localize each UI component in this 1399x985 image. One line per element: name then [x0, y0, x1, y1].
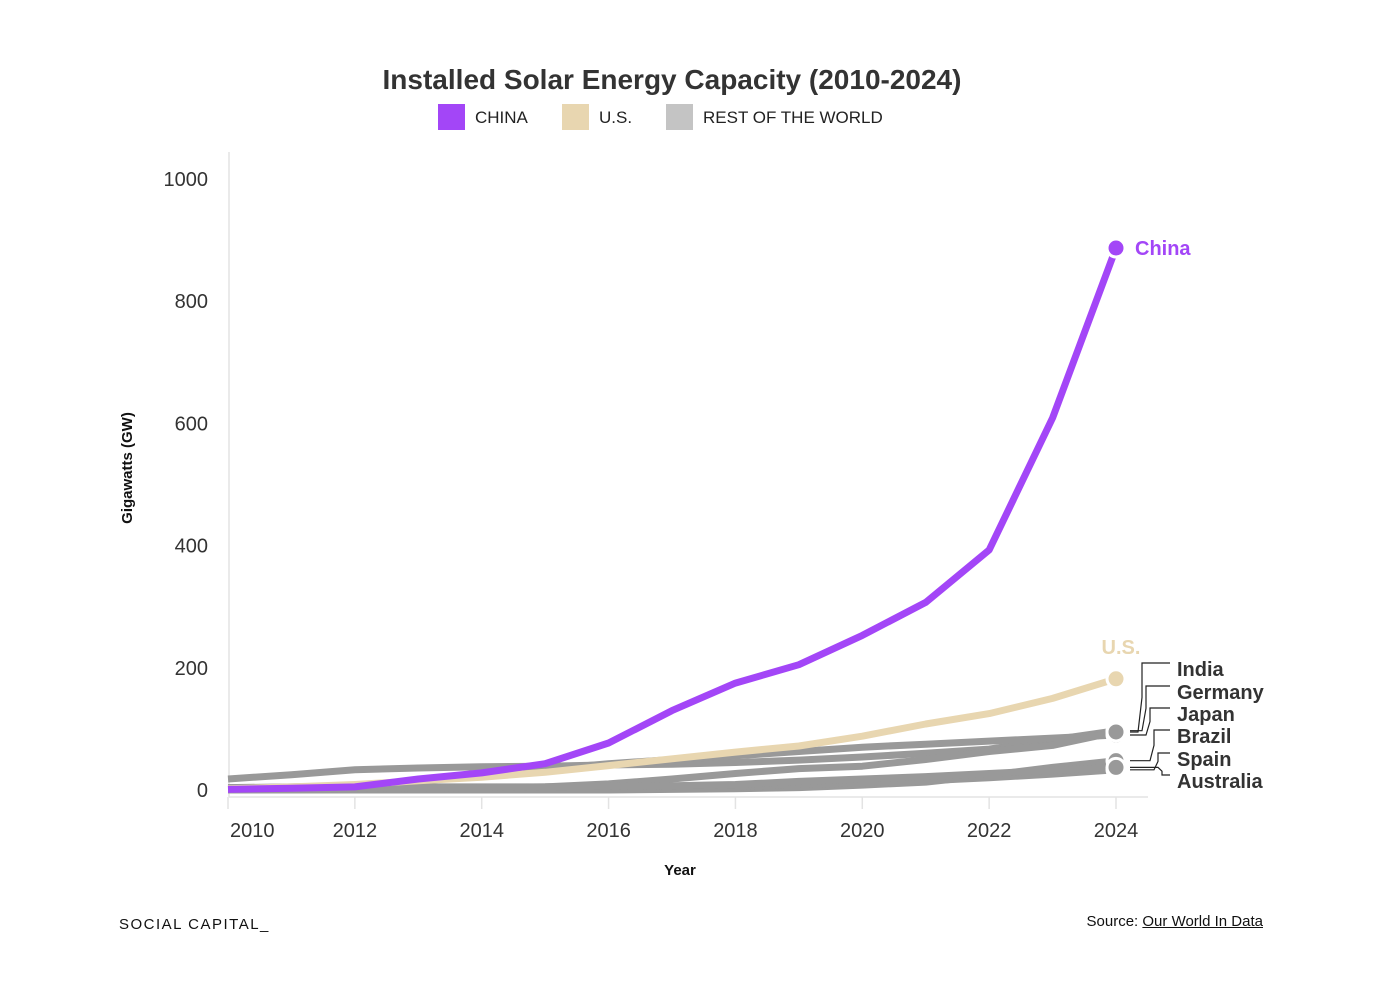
- label-connector: [1130, 685, 1170, 732]
- y-tick-label: 800: [175, 291, 208, 313]
- end-label-china: China: [1135, 238, 1191, 260]
- series-line-australia: [227, 763, 1117, 793]
- end-label-germany: Germany: [1177, 682, 1265, 704]
- label-connector: [1130, 766, 1170, 776]
- y-tick-label: 0: [197, 780, 208, 802]
- source-credit: Source: Our World In Data: [1087, 913, 1263, 930]
- end-label-brazil: Brazil: [1177, 726, 1231, 748]
- legend-swatch: [562, 104, 589, 130]
- end-label-spain: Spain: [1177, 749, 1231, 771]
- end-marker-us: [1105, 668, 1127, 690]
- series-line-china: [227, 246, 1120, 793]
- y-tick-label: 1000: [164, 169, 209, 191]
- brand-logo-text: SOCIAL CAPITAL_: [119, 916, 270, 933]
- source-prefix: Source:: [1086, 913, 1143, 930]
- y-tick-label: 200: [175, 658, 208, 680]
- label-connector: [1130, 729, 1170, 762]
- x-tick-label: 2014: [459, 820, 504, 842]
- x-tick-label: 2020: [840, 820, 885, 842]
- legend: CHINA U.S. REST OF THE WORLD: [438, 104, 883, 130]
- end-label-us: U.S.: [1102, 637, 1141, 659]
- label-connector: [1130, 752, 1170, 771]
- label-connector: [1130, 662, 1170, 733]
- chart-title: Installed Solar Energy Capacity (2010-20…: [383, 64, 962, 95]
- end-label-japan: Japan: [1177, 704, 1235, 726]
- legend-swatch: [438, 104, 465, 130]
- y-axis-label: Gigawatts (GW): [119, 412, 136, 524]
- series-line-germany: [227, 727, 1117, 783]
- legend-label: REST OF THE WORLD: [703, 108, 883, 127]
- x-tick-label: 2010: [230, 820, 275, 842]
- end-marker-india: [1105, 721, 1127, 743]
- end-label-australia: Australia: [1177, 771, 1263, 793]
- x-axis-label: Year: [664, 862, 696, 879]
- label-connector: [1130, 707, 1170, 736]
- x-tick-label: 2012: [333, 820, 378, 842]
- legend-swatch: [666, 104, 693, 130]
- source-link[interactable]: Our World In Data: [1142, 913, 1263, 930]
- x-tick-label: 2016: [586, 820, 631, 842]
- legend-label: CHINA: [475, 108, 529, 127]
- x-tick-label: 2018: [713, 820, 758, 842]
- y-tick-label: 400: [175, 536, 208, 558]
- y-tick-label: 600: [175, 413, 208, 435]
- x-tick-label: 2024: [1094, 820, 1139, 842]
- end-label-india: India: [1177, 659, 1225, 681]
- legend-label: U.S.: [599, 108, 632, 127]
- x-tick-label: 2022: [967, 820, 1012, 842]
- end-marker-australia: [1105, 756, 1127, 778]
- end-marker-china: [1105, 237, 1127, 259]
